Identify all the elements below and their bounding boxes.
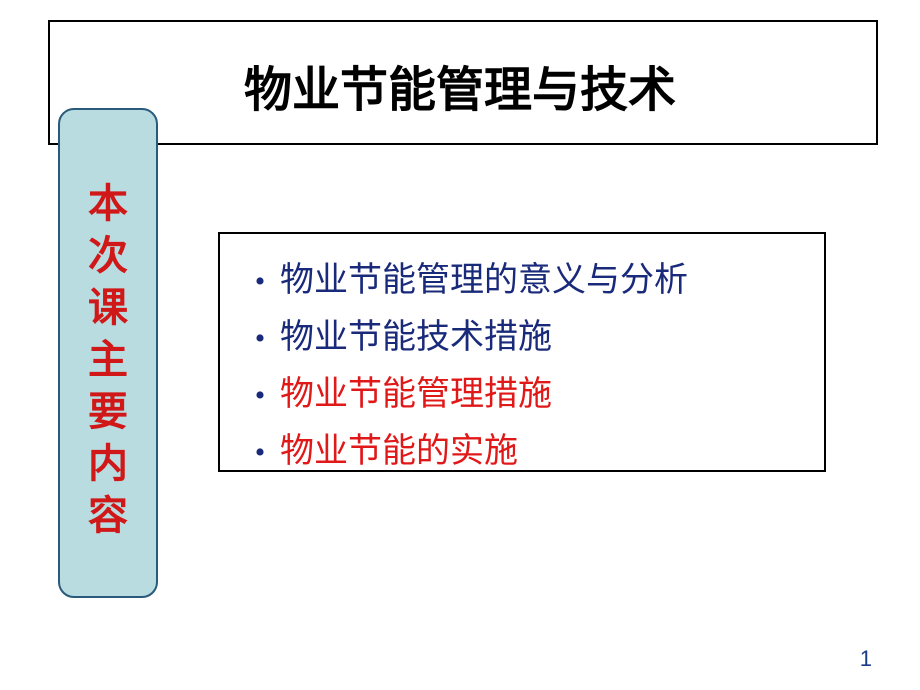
- list-item: • 物业节能技术措施: [240, 309, 804, 358]
- sidebar-label: 本 次 课 主 要 内 容: [72, 178, 144, 542]
- sidebar-char: 本: [72, 178, 144, 230]
- sidebar-char: 容: [72, 490, 144, 542]
- list-item: • 物业节能管理的意义与分析: [240, 252, 804, 301]
- bullet-icon: •: [240, 436, 280, 470]
- page-number: 1: [860, 646, 872, 672]
- item-text: 物业节能管理的意义与分析: [280, 252, 688, 301]
- sidebar-char: 课: [72, 282, 144, 334]
- item-text: 物业节能管理措施: [280, 366, 552, 415]
- item-text: 物业节能技术措施: [280, 309, 552, 358]
- sidebar-char: 内: [72, 438, 144, 490]
- sidebar-char: 次: [72, 230, 144, 282]
- content-box: • 物业节能管理的意义与分析 • 物业节能技术措施 • 物业节能管理措施 • 物…: [218, 232, 826, 472]
- sidebar-char: 主: [72, 334, 144, 386]
- bullet-icon: •: [240, 265, 280, 299]
- sidebar-char: 要: [72, 386, 144, 438]
- bullet-icon: •: [240, 379, 280, 413]
- bullet-icon: •: [240, 322, 280, 356]
- item-text: 物业节能的实施: [280, 423, 518, 472]
- list-item: • 物业节能的实施: [240, 423, 804, 472]
- list-item: • 物业节能管理措施: [240, 366, 804, 415]
